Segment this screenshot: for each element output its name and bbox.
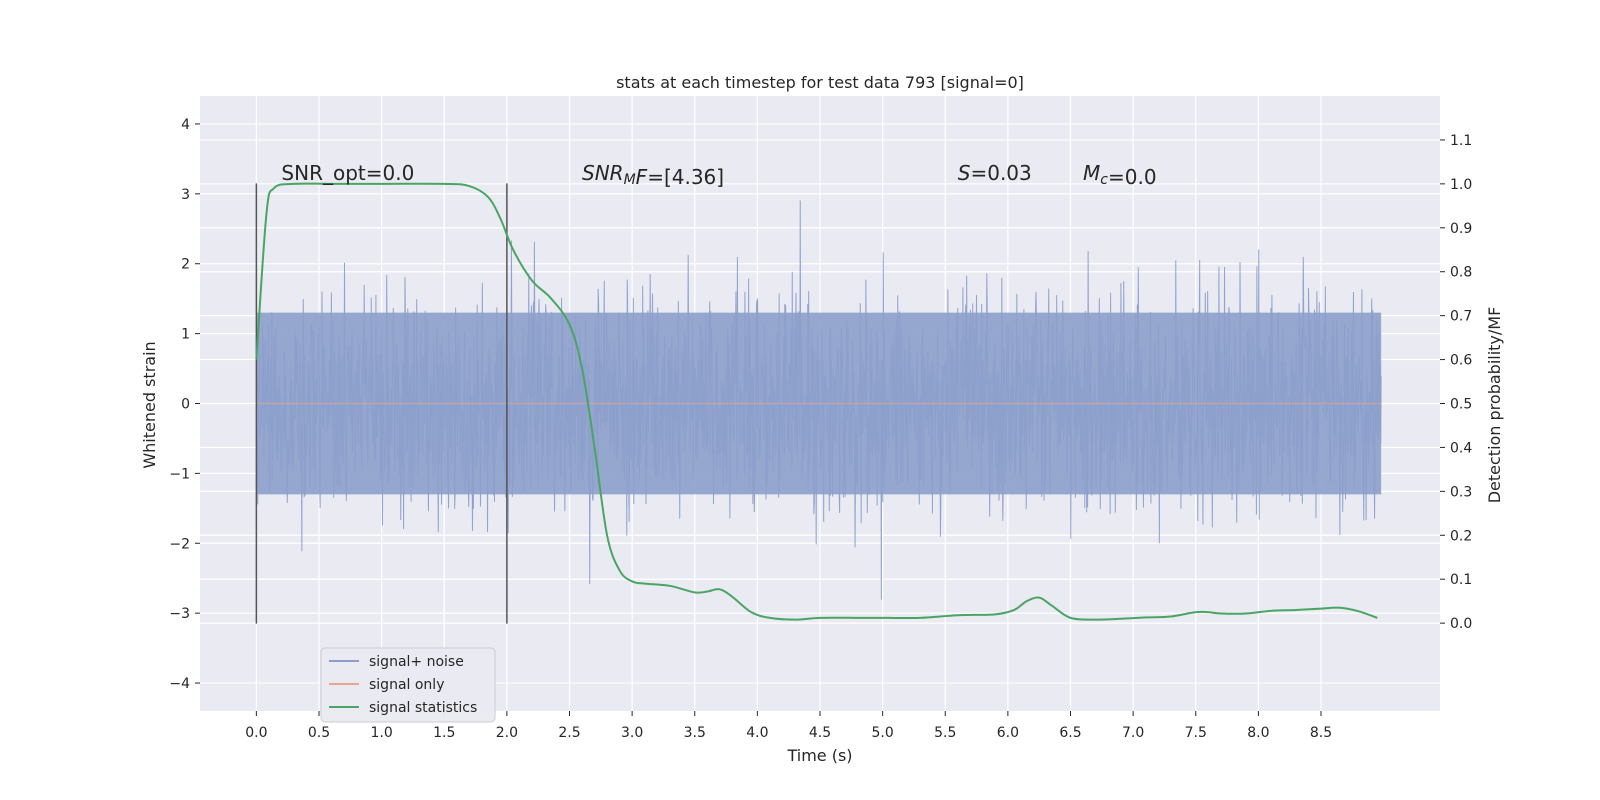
y-right-tick-label: 0.5	[1450, 397, 1472, 413]
y-tick-label: 4	[181, 117, 190, 133]
legend-box	[320, 647, 496, 723]
y-right-axis-label: Detection probability/MF	[1485, 307, 1504, 504]
annotation-part: S	[958, 161, 971, 185]
annotation-part: SNR	[582, 161, 624, 185]
y-tick-label: −3	[169, 606, 190, 622]
signal-statistics-series	[255, 182, 1378, 621]
y-right-tick-label: 0.2	[1450, 528, 1472, 544]
legend: signal+ noise signal only signal statist…	[320, 647, 496, 723]
x-tick-label: 4.0	[746, 725, 768, 741]
y-tick-labels: −4 −3 −2 −1 0 1 2 3 4	[169, 117, 200, 692]
vertical-markers	[255, 183, 508, 624]
chart-title: stats at each timestep for test data 793…	[616, 73, 1024, 92]
x-tick-label: 3.5	[684, 725, 706, 741]
x-tick-label: 0.5	[308, 725, 330, 741]
x-tick-label: 4.5	[809, 725, 831, 741]
x-tick-label: 8.5	[1310, 725, 1332, 741]
legend-label-signal-noise: signal+ noise	[369, 654, 464, 670]
x-tick-label: 5.0	[871, 725, 893, 741]
y-right-tick-label: 1.1	[1450, 133, 1472, 149]
y-right-tick-label: 0.6	[1450, 353, 1472, 369]
y-right-tick-label: 0.0	[1450, 616, 1472, 632]
x-tick-label: 5.5	[934, 725, 956, 741]
y-right-tick-label: 0.7	[1450, 309, 1472, 325]
x-tick-label: 6.5	[1059, 725, 1081, 741]
x-tick-label: 7.5	[1185, 725, 1207, 741]
annotation-snr-mf: SNRMF=[4.36]	[582, 161, 724, 189]
signal-statistics-line	[255, 182, 1378, 621]
annotations: SNR_opt=0.0 SNRMF=[4.36] S=0.03 Mc=0.0	[281, 161, 1156, 189]
annotation-part: M	[624, 172, 636, 188]
x-tick-labels: 0.0 0.5 1.0 1.5 2.0 2.5 3.0 3.5 4.0 4.5 5.0 5.5 6.0 6…	[245, 711, 1332, 741]
annotation-part: SNR_opt=0.0	[281, 161, 414, 185]
annotation-part: =[4.36]	[647, 165, 724, 189]
y-tick-label: −1	[169, 466, 190, 482]
annotation-s-value: S=0.03	[958, 161, 1032, 185]
y-tick-label: 1	[181, 327, 190, 343]
annotation-snr-opt: SNR_opt=0.0	[281, 161, 414, 185]
x-tick-label: 7.0	[1122, 725, 1144, 741]
x-tick-label: 2.0	[496, 725, 518, 741]
x-tick-label: 8.0	[1247, 725, 1269, 741]
x-tick-label: 1.0	[370, 725, 392, 741]
y-right-tick-label: 0.4	[1450, 440, 1472, 456]
y-right-tick-label: 1.0	[1450, 177, 1472, 193]
annotation-mc-value: Mc=0.0	[1083, 161, 1157, 189]
y-tick-label: 3	[181, 187, 190, 203]
y-tick-label: −4	[169, 676, 190, 692]
annotation-part: =0.03	[970, 161, 1031, 185]
y-tick-label: −2	[169, 536, 190, 552]
x-tick-label: 0.0	[245, 725, 267, 741]
y-axis-label: Whitened strain	[140, 341, 159, 468]
x-tick-label: 3.0	[621, 725, 643, 741]
y-tick-label: 0	[181, 397, 190, 413]
annotation-part: M	[1083, 161, 1100, 185]
x-tick-label: 1.5	[433, 725, 455, 741]
y-right-tick-label: 0.1	[1450, 572, 1472, 588]
y-right-tick-label: 0.9	[1450, 221, 1472, 237]
legend-label-signal-only: signal only	[369, 677, 444, 693]
annotation-part: c	[1100, 172, 1108, 188]
y-right-tick-label: 0.8	[1450, 265, 1472, 281]
signal-noise-line	[255, 200, 1382, 600]
annotation-part: =0.0	[1108, 165, 1157, 189]
y-right-tick-label: 0.3	[1450, 484, 1472, 500]
y-right-tick-labels: 0.0 0.1 0.2 0.3 0.4 0.5 0.6 0.7 0.8 0.9 1.0 1.1	[1440, 133, 1472, 632]
y-tick-label: 2	[181, 257, 190, 273]
legend-label-signal-statistics: signal statistics	[369, 700, 477, 716]
x-tick-label: 2.5	[558, 725, 580, 741]
x-axis-label: Time (s)	[786, 746, 852, 765]
annotation-part: F	[636, 165, 648, 189]
x-tick-label: 6.0	[997, 725, 1019, 741]
